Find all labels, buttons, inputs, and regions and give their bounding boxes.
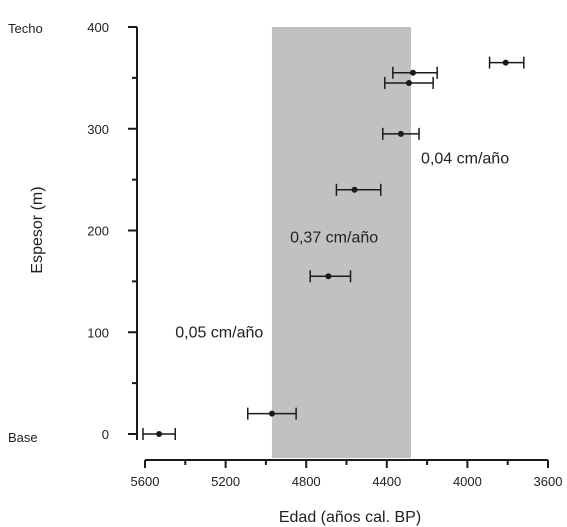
text-layer: 0 100 200 300 400 5600 5200 4800 4400 4000 3600 0,0… (87, 20, 562, 489)
data-point-group (488, 56, 525, 69)
data-point (325, 273, 332, 280)
x-axis-title: Edad (años cal. BP) (279, 509, 421, 526)
data-point (268, 410, 275, 417)
data-point-group (335, 183, 382, 196)
data-point-group (309, 270, 352, 283)
data-point-group (142, 428, 176, 440)
data-point (502, 59, 509, 66)
data-point (351, 186, 358, 193)
y-axis-title: Espesor (m) (29, 186, 46, 273)
y-tick-label: 100 (87, 325, 109, 340)
y-tick-label: 400 (87, 20, 109, 35)
data-point-group (247, 407, 297, 420)
y-tick-label: 300 (87, 122, 109, 137)
data-point (409, 69, 416, 76)
x-tick-label: 5600 (131, 474, 160, 489)
data-point-group (384, 76, 434, 89)
data-point (397, 130, 404, 137)
side-label-top: Techo (8, 21, 43, 36)
axes-layer (128, 26, 549, 468)
y-tick-label: 200 (87, 224, 109, 239)
points-layer (142, 56, 525, 440)
x-tick-label: 4800 (292, 474, 321, 489)
data-point-group (382, 127, 420, 140)
shaded-band-layer (271, 27, 411, 458)
data-point-group (392, 66, 438, 79)
data-point (405, 79, 412, 86)
rate-annotation: 0,04 cm/año (421, 150, 509, 167)
side-label-bottom: Base (8, 430, 38, 445)
x-tick-label: 3600 (534, 474, 563, 489)
x-tick-label: 5200 (211, 474, 240, 489)
y-tick-label: 0 (102, 427, 109, 442)
x-tick-label: 4000 (453, 474, 482, 489)
rate-annotation: 0,05 cm/año (175, 324, 263, 341)
rate-annotation: 0,37 cm/año (290, 230, 378, 247)
data-point (156, 431, 163, 437)
shaded-band (271, 27, 411, 458)
x-tick-label: 4400 (372, 474, 401, 489)
